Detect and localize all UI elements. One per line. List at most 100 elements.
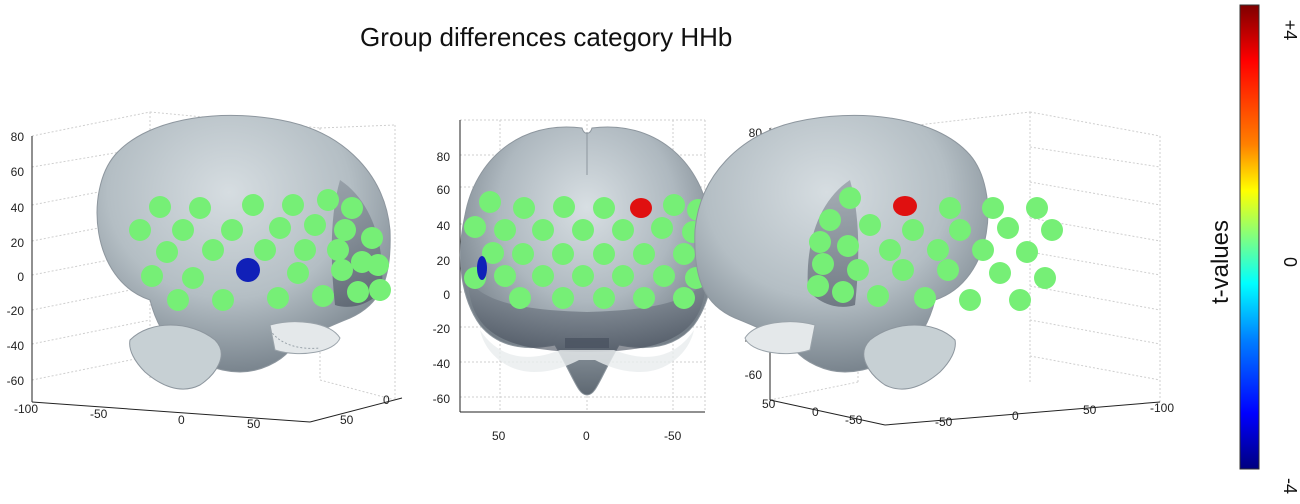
panel3-xtick-4: -50 [935,415,953,429]
colorbar-tick-mid: 0 [1280,257,1300,267]
colorbar: +4 0 -4 t-values [1207,4,1300,494]
panel2-ytick: 40 [437,219,451,233]
channel-dot [334,219,356,241]
channel-negative-edge [477,256,487,280]
panel1-xtick-5: 50 [340,413,354,427]
channel-dot [572,219,594,241]
panel1-y-ticks: 80 60 40 20 0 -20 -40 -60 [7,130,25,388]
channel-dot [839,187,861,209]
channel-dot [847,259,869,281]
channel-dot [837,235,859,257]
channel-dot [663,194,685,216]
panel1-xtick-4: 50 [247,417,261,431]
panel2-ytick: 0 [443,288,450,302]
channel-dot [989,262,1011,284]
channel-dot [612,219,634,241]
panel2-ytick: 20 [437,254,451,268]
panel1-xtick-1: -100 [14,402,38,416]
channel-dot [182,267,204,289]
channel-dot [202,239,224,261]
channel-dot [673,243,695,265]
channel-dot [612,265,634,287]
channel-dot [347,281,369,303]
channel-dot [267,287,289,309]
channel-dot [369,279,391,301]
channel-dot [593,197,615,219]
channel-dot [129,219,151,241]
panel-frontal: 80 60 40 20 0 -20 -40 -60 50 0 -50 [433,119,715,443]
panel1-ytick: 80 [11,130,25,144]
channel-dot [331,259,353,281]
panel3-xtick-2: 0 [812,405,819,419]
colorbar-tick-bottom: -4 [1280,478,1300,494]
channel-dot [651,217,673,239]
figure-title: Group differences category HHb [360,22,733,52]
panel2-ytick: 80 [437,150,451,164]
channel-dot [212,289,234,311]
channel-dot [927,239,949,261]
channel-dot [172,219,194,241]
cerebellum-left [129,324,222,390]
channel-dot [552,287,574,309]
channel-dot [509,287,531,309]
channel-dot [167,289,189,311]
channel-dot [859,214,881,236]
channel-dot [464,216,486,238]
channel-dot [156,241,178,263]
channel-dot [1026,197,1048,219]
colorbar-label: t-values [1207,220,1234,304]
channel-dot [552,243,574,265]
panel1-ytick: -40 [7,339,25,353]
panel2-ytick: -60 [433,392,451,406]
panel1-xtick-3: 0 [178,413,185,427]
panel2-xtick-1: 50 [492,429,506,443]
channel-dot [812,253,834,275]
panel1-ytick: 60 [11,165,25,179]
channel-dot [937,259,959,281]
panel2-xtick-2: 0 [583,429,590,443]
channel-dot [633,243,655,265]
panel3-xtick-1: 50 [762,397,776,411]
brainstem-left [269,321,341,355]
channel-dot [479,191,501,213]
colorbar-gradient-bar [1239,4,1260,470]
panel3-xtick-3: -50 [845,413,863,427]
channel-dot [892,259,914,281]
channel-dot [1009,289,1031,311]
channel-dot [189,197,211,219]
channel-dot [673,287,695,309]
panel1-ytick: 40 [11,201,25,215]
panel2-y-ticks: 80 60 40 20 0 -20 -40 -60 [433,150,451,406]
channel-dot [482,242,504,264]
channel-dot [572,265,594,287]
panel1-ytick: -20 [7,304,25,318]
colorbar-tick-top: +4 [1280,20,1300,41]
channel-dot [317,189,339,211]
channel-positive [630,198,652,218]
channel-dot [282,194,304,216]
panel2-ytick: -40 [433,357,451,371]
brainstem-right [744,321,816,355]
channel-dot [512,243,534,265]
channel-dot [982,197,1004,219]
channel-dot [341,197,363,219]
channel-dot [149,196,171,218]
channel-dot [832,281,854,303]
channel-dot [997,217,1019,239]
panel1-ytick: 20 [11,236,25,250]
panel2-channels [464,191,709,309]
channel-dot [633,287,655,309]
panel2-axes [459,120,705,413]
channel-dot [553,196,575,218]
channel-dot [593,243,615,265]
panel3-channels [807,187,1063,311]
channel-dot [254,239,276,261]
channel-dot [959,289,981,311]
channel-dot [327,239,349,261]
panel2-xtick-3: -50 [664,429,682,443]
channel-dot [269,217,291,239]
panel1-xtick-2: -50 [90,407,108,421]
channel-negative [236,258,260,282]
